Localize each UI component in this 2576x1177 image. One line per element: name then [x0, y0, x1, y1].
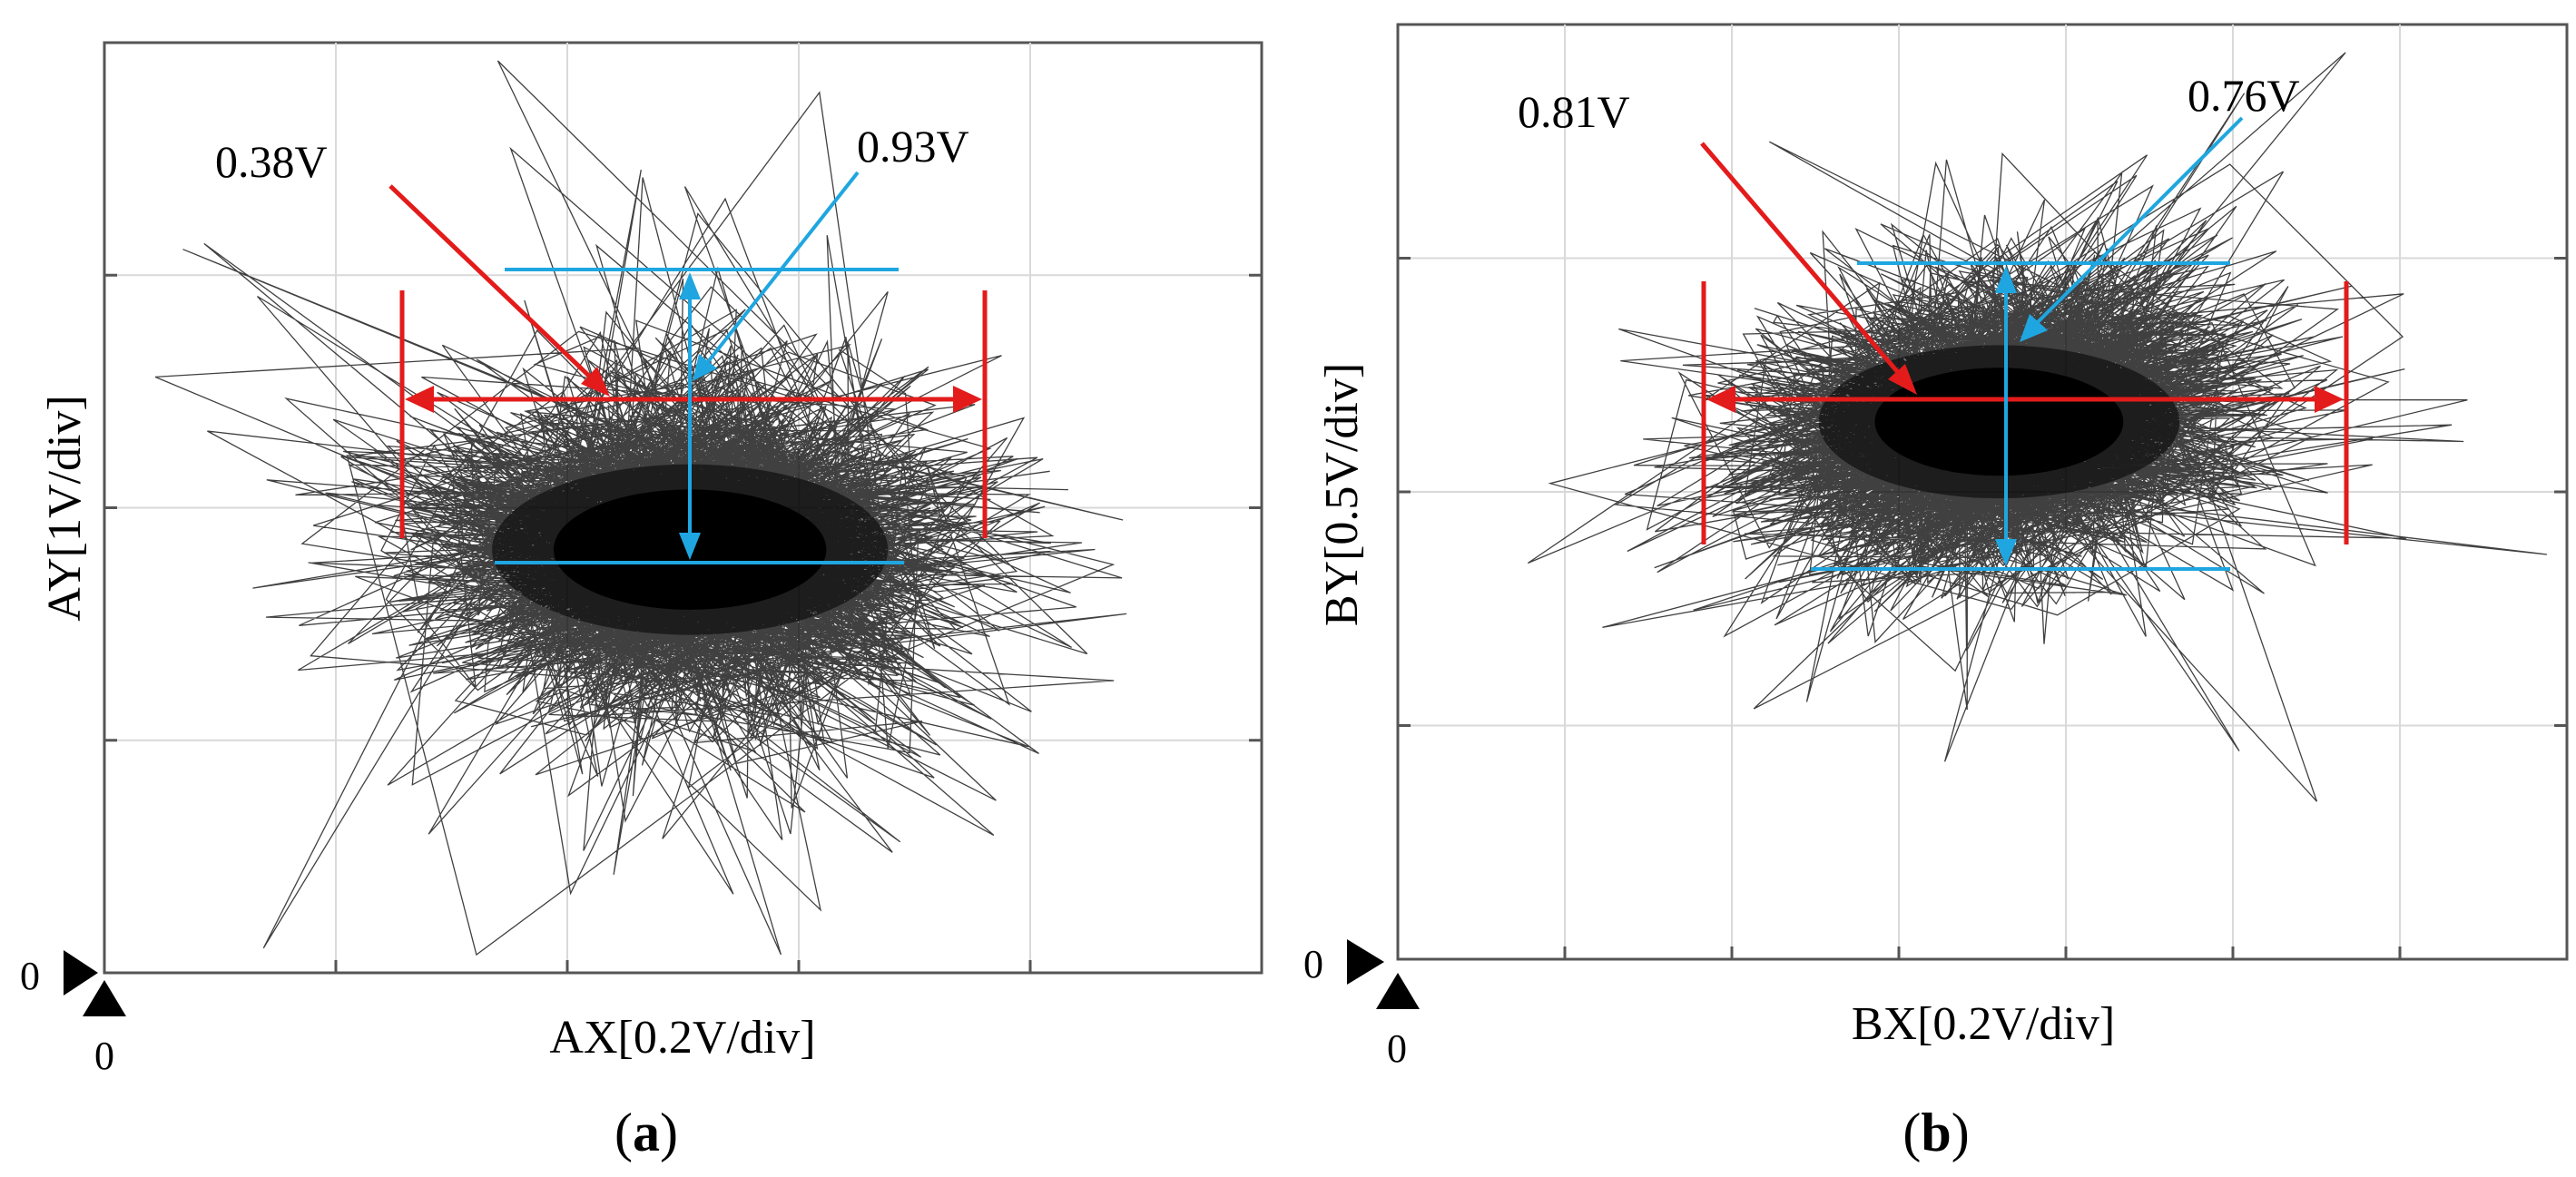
annotation-blue-a: 0.93V — [857, 121, 969, 172]
chart-panel-b: 0.81V 0.76V 0 0 BX[0.2V/div] BY[0.5V/div… — [1303, 23, 2569, 1162]
annotation-red-b: 0.81V — [1518, 86, 1630, 137]
callout-arrow-blue-b — [2031, 116, 2244, 329]
y-origin-marker-b — [1347, 939, 1384, 985]
callout-arrow-blue-a — [702, 171, 860, 369]
ticks-b — [1398, 257, 2567, 959]
callout-arrowhead-red-b — [1888, 364, 1917, 395]
y-origin-label-b: 0 — [1303, 942, 1323, 986]
dense-core-b — [1818, 345, 2180, 499]
y-origin-label-a: 0 — [20, 954, 40, 998]
y-extent-arrowhead-bottom-b — [1995, 539, 2017, 566]
panel-caption-b: (b) — [1903, 1103, 1969, 1162]
y-extent-arrowhead-top-a — [679, 272, 701, 299]
y-axis-label-a: AY[1V/div] — [39, 395, 91, 621]
x-extent-arrowhead-right-a — [953, 386, 982, 413]
x-extent-arrowhead-left-a — [405, 386, 434, 413]
x-origin-label-b: 0 — [1387, 1026, 1407, 1071]
chart-panel-a: 0.38V 0.93V 0 0 AX[0.2V/div] AY[1V/div] … — [20, 41, 1263, 1162]
callout-arrow-red-b — [1700, 142, 1903, 378]
panel-caption-a: (a) — [615, 1103, 678, 1162]
y-axis-label-b: BY[0.5V/div] — [1316, 363, 1368, 626]
x-origin-label-a: 0 — [94, 1034, 114, 1078]
y-origin-marker-a — [64, 950, 98, 996]
y-extent-arrowhead-top-b — [1995, 266, 2017, 293]
x-origin-marker-a — [83, 980, 126, 1016]
x-extent-arrowhead-right-b — [2315, 386, 2344, 413]
callout-arrowhead-blue-a — [693, 354, 717, 381]
callout-arrowhead-red-a — [581, 367, 610, 397]
annotation-blue-b: 0.76V — [2188, 70, 2300, 121]
x-axis-label-b: BX[0.2V/div] — [1852, 998, 2115, 1050]
x-origin-marker-b — [1376, 973, 1420, 1009]
x-extent-arrowhead-left-b — [1706, 386, 1735, 413]
x-axis-label-a: AX[0.2V/div] — [549, 1012, 815, 1064]
y-extent-arrowhead-bottom-a — [679, 533, 701, 560]
callout-arrowhead-blue-b — [2020, 314, 2048, 342]
annotation-red-a: 0.38V — [215, 136, 328, 187]
callout-arrow-red-a — [388, 184, 596, 383]
trace-halo — [1818, 345, 2180, 499]
ticks-a — [104, 273, 1262, 973]
